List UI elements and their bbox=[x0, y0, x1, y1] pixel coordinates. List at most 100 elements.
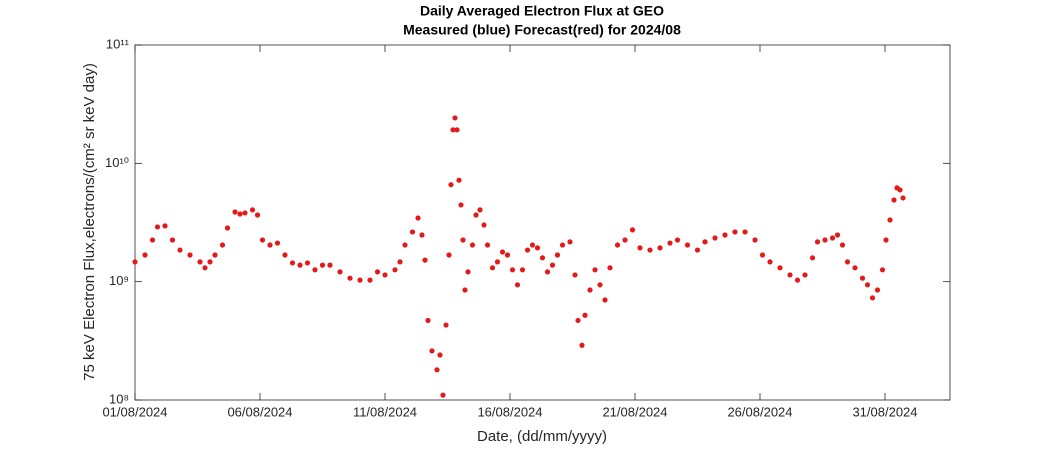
data-point bbox=[443, 322, 449, 328]
data-point bbox=[787, 272, 793, 278]
data-point bbox=[844, 259, 851, 265]
data-point bbox=[402, 242, 408, 248]
data-point bbox=[607, 265, 613, 271]
data-point bbox=[814, 239, 821, 245]
data-point bbox=[473, 212, 479, 218]
data-point bbox=[327, 262, 333, 268]
data-point bbox=[458, 202, 464, 208]
data-point bbox=[237, 211, 243, 217]
data-point bbox=[767, 259, 773, 265]
data-point bbox=[415, 215, 421, 221]
data-point bbox=[224, 225, 231, 231]
data-point bbox=[132, 259, 138, 265]
data-point bbox=[319, 262, 326, 268]
data-point bbox=[347, 275, 353, 281]
data-point bbox=[242, 210, 248, 216]
x-tick-label: 16/08/2024 bbox=[477, 404, 542, 419]
data-point bbox=[456, 177, 462, 183]
y-tick-label: 10¹⁰ bbox=[105, 155, 129, 170]
data-point bbox=[392, 267, 398, 273]
data-point bbox=[337, 269, 343, 275]
data-point bbox=[879, 267, 886, 273]
y-axis-label: 75 keV Electron Flux,electrons/(cm² sr k… bbox=[81, 63, 98, 381]
data-point bbox=[481, 222, 487, 228]
plot-frame bbox=[134, 44, 951, 401]
data-point bbox=[367, 277, 373, 283]
data-point bbox=[752, 237, 758, 243]
x-tick-label: 26/08/2024 bbox=[727, 404, 792, 419]
data-point bbox=[154, 224, 161, 230]
data-point bbox=[149, 237, 156, 243]
data-point bbox=[694, 247, 701, 253]
data-point bbox=[567, 239, 573, 245]
data-point bbox=[852, 265, 858, 271]
data-point bbox=[722, 232, 728, 238]
data-point bbox=[429, 348, 435, 354]
y-tick-label: 10¹¹ bbox=[106, 36, 130, 51]
data-point bbox=[614, 242, 621, 248]
data-point bbox=[419, 232, 425, 238]
data-point bbox=[702, 239, 708, 245]
data-point bbox=[494, 259, 501, 265]
data-point bbox=[622, 237, 628, 243]
data-point bbox=[897, 187, 903, 193]
data-point bbox=[489, 265, 496, 271]
data-point bbox=[484, 242, 491, 248]
data-point bbox=[582, 312, 588, 318]
data-point bbox=[177, 247, 183, 253]
data-point bbox=[602, 297, 608, 303]
data-point bbox=[232, 209, 238, 215]
data-point bbox=[554, 252, 561, 258]
data-point bbox=[454, 127, 460, 133]
data-point bbox=[864, 282, 871, 288]
data-point bbox=[587, 287, 593, 293]
data-point bbox=[499, 249, 506, 255]
data-point bbox=[382, 272, 388, 278]
data-point bbox=[887, 217, 893, 223]
data-point bbox=[869, 295, 876, 301]
data-point bbox=[460, 237, 466, 243]
x-tick-label: 06/08/2024 bbox=[227, 404, 292, 419]
chart-title: Daily Averaged Electron Flux at GEO bbox=[420, 3, 664, 19]
data-point bbox=[900, 195, 906, 201]
data-point bbox=[822, 237, 828, 243]
data-point bbox=[162, 223, 168, 229]
data-point bbox=[282, 252, 288, 258]
data-point bbox=[732, 229, 738, 235]
data-point bbox=[219, 242, 226, 248]
data-point bbox=[667, 240, 673, 246]
data-point bbox=[437, 352, 443, 358]
x-tick-label: 21/08/2024 bbox=[602, 404, 667, 419]
data-point bbox=[559, 242, 566, 248]
data-point bbox=[202, 265, 208, 271]
data-point bbox=[259, 237, 266, 243]
chart-subtitle: Measured (blue) Forecast(red) for 2024/0… bbox=[403, 22, 681, 38]
x-tick-label: 31/08/2024 bbox=[852, 404, 917, 419]
data-point bbox=[397, 259, 403, 265]
data-point bbox=[446, 252, 452, 258]
data-point bbox=[575, 317, 581, 324]
data-point bbox=[142, 252, 148, 258]
data-point bbox=[684, 242, 691, 248]
data-point bbox=[549, 262, 556, 268]
data-point bbox=[834, 232, 841, 238]
data-point bbox=[674, 237, 681, 243]
data-point bbox=[657, 245, 663, 251]
data-point bbox=[759, 252, 766, 258]
data-point bbox=[187, 252, 193, 258]
data-point bbox=[809, 255, 816, 261]
data-point bbox=[572, 272, 578, 278]
data-point bbox=[465, 269, 471, 275]
data-point bbox=[874, 287, 881, 293]
data-point bbox=[450, 127, 456, 133]
data-point bbox=[169, 237, 176, 243]
data-point bbox=[519, 267, 526, 273]
data-point bbox=[592, 267, 598, 273]
data-point bbox=[469, 242, 476, 248]
x-axis-label: Date, (dd/mm/yyyy) bbox=[477, 428, 607, 445]
data-point bbox=[448, 182, 454, 188]
data-point bbox=[249, 207, 256, 213]
data-point bbox=[859, 275, 866, 281]
